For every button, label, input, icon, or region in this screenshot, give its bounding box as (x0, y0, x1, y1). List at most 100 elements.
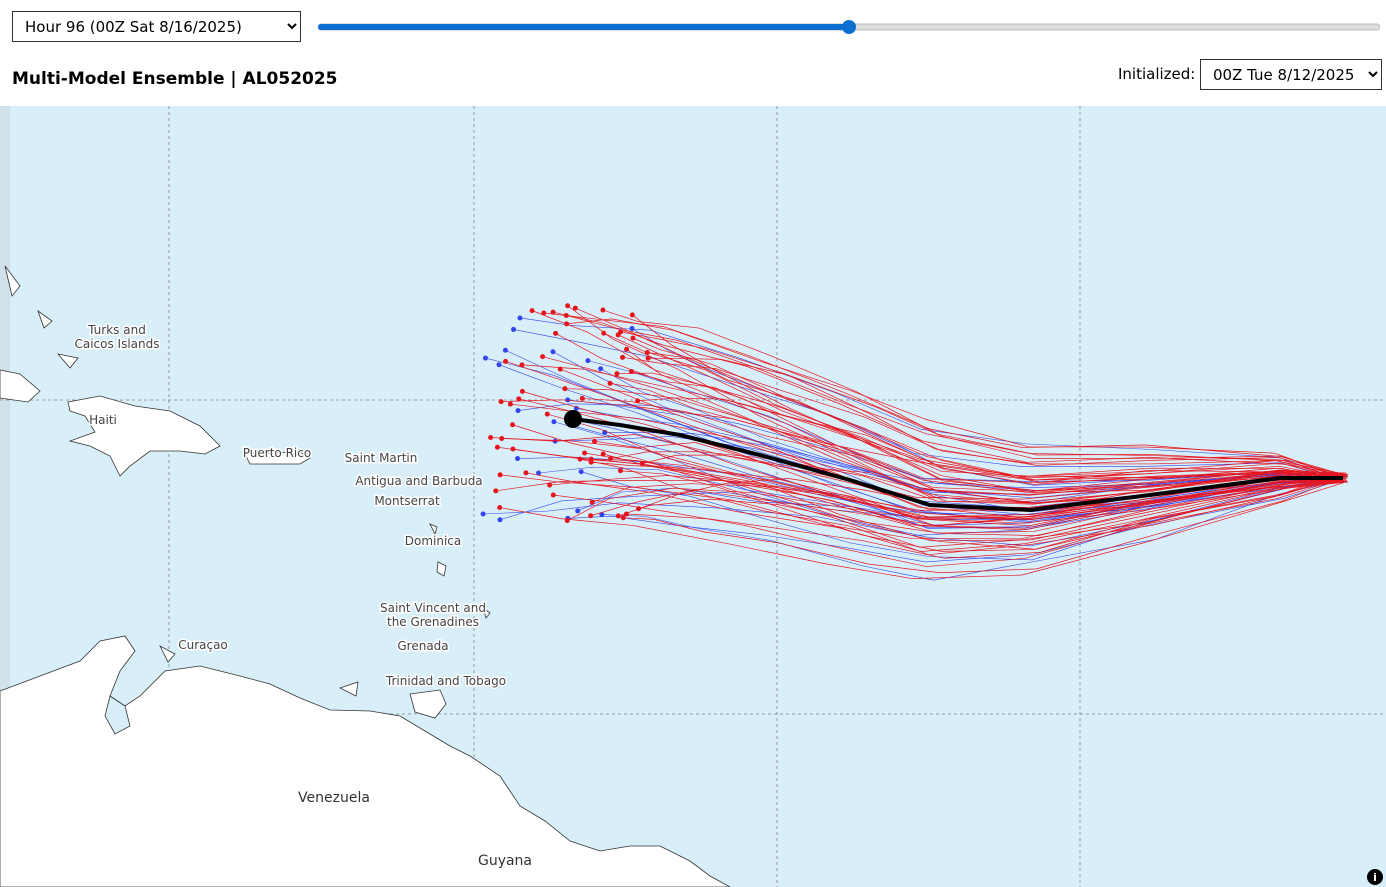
track-end (482, 355, 488, 361)
track (577, 477, 1345, 529)
track-end (536, 470, 542, 476)
place-label: Haiti (89, 413, 117, 427)
track (510, 403, 1340, 496)
track (543, 312, 1340, 474)
track (553, 476, 1347, 567)
track (648, 357, 1339, 478)
track-end (644, 350, 650, 356)
track-end (617, 468, 623, 474)
track-end (563, 312, 569, 318)
track (567, 478, 1345, 563)
track-end (551, 419, 557, 425)
track (525, 472, 1345, 552)
track-end (600, 307, 606, 313)
place-label: Antigua and Barbuda (355, 474, 482, 488)
track (518, 398, 1341, 524)
track-end (550, 309, 556, 315)
track (610, 451, 1344, 505)
track-end (601, 330, 607, 336)
place-label: Puerto Rico (243, 446, 311, 460)
place-label: Turks and (87, 323, 146, 337)
track (637, 397, 1347, 481)
track-end (598, 366, 604, 372)
track (500, 474, 1345, 540)
track (521, 364, 1345, 477)
track-end (496, 362, 502, 368)
track (601, 479, 1340, 581)
info-icon[interactable] (1367, 869, 1383, 885)
track (499, 481, 1348, 580)
place-label: Venezuela (298, 790, 370, 806)
track (513, 329, 1345, 483)
place-label: Montserrat (374, 494, 440, 508)
track (622, 356, 1348, 483)
track-end (497, 472, 503, 478)
track-end (582, 450, 588, 456)
track (566, 318, 1343, 480)
track-end (588, 459, 594, 465)
slider-thumb[interactable] (842, 20, 856, 34)
track (620, 470, 1339, 552)
track (564, 388, 1339, 483)
track (591, 458, 1342, 534)
track-end (503, 358, 509, 364)
track-end (630, 335, 636, 341)
track-end (578, 469, 584, 475)
track-end (510, 422, 516, 428)
track-end (600, 451, 606, 457)
track-end (615, 513, 621, 519)
track (616, 372, 1343, 479)
track-end (494, 444, 500, 450)
track-end (550, 492, 556, 498)
track-end (547, 482, 553, 488)
track-end (592, 438, 598, 444)
land (0, 265, 731, 887)
track-end (488, 435, 494, 441)
track-end (499, 436, 505, 442)
track (547, 413, 1343, 542)
track (632, 337, 1342, 483)
track-end (614, 371, 620, 377)
place-label: Trinidad and Tobago (385, 674, 506, 688)
track (512, 424, 1347, 548)
track-end (599, 512, 605, 518)
track-end (589, 499, 595, 505)
track (560, 368, 1344, 512)
track (623, 475, 1346, 574)
track-end (585, 358, 591, 364)
place-label: the Grenadines (387, 615, 479, 629)
track-end (608, 456, 614, 462)
track-end (588, 513, 594, 519)
track-end (615, 332, 621, 338)
track-end (493, 488, 499, 494)
track-end (553, 330, 559, 336)
track-end (497, 504, 503, 510)
track-end (523, 470, 529, 476)
info-glyph: i (1373, 871, 1377, 884)
track (600, 368, 1342, 513)
track (620, 331, 1345, 476)
track-end (575, 508, 581, 514)
track-end (620, 515, 626, 521)
track (566, 315, 1346, 477)
mean-track (572, 417, 1343, 513)
track (575, 307, 1339, 479)
track-end (628, 368, 634, 374)
track (576, 408, 1344, 503)
hour-slider[interactable] (318, 20, 1380, 34)
mean-position (564, 410, 582, 428)
init-select[interactable]: 00Z Tue 8/12/2025 (1200, 59, 1382, 90)
track-end (541, 310, 547, 316)
track-end (565, 397, 571, 403)
track-end (511, 326, 517, 332)
hour-select[interactable]: Hour 96 (00Z Sat 8/16/2025) (12, 11, 301, 42)
init-label: Initialized: (1118, 65, 1196, 83)
track-end (629, 312, 635, 318)
track-end (562, 386, 568, 392)
track (603, 453, 1340, 550)
track-end (572, 305, 578, 311)
place-label: Curaçao (178, 638, 228, 652)
place-label: Saint Vincent and (380, 601, 486, 615)
